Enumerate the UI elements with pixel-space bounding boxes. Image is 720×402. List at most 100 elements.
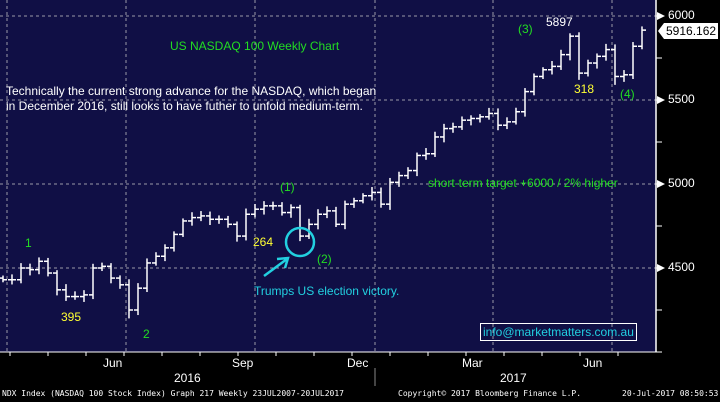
last-price-label: 5916.162 [666,24,717,38]
wave-label-paren-3: (3) [518,22,533,36]
ohlc-bar [215,215,223,224]
ohlc-bar [170,231,178,252]
ohlc-bar [62,284,70,301]
trump-circle [284,226,316,258]
ohlc-bar [539,67,547,79]
value-label-264: 264 [253,235,274,249]
ohlc-bar [593,53,601,69]
x-year-label: 2016 [174,371,201,385]
ohlc-bar [467,115,475,126]
ohlc-bar [350,197,358,208]
ohlc-bar [494,108,502,131]
ohlc-bar [620,70,628,82]
ohlc-bar [404,167,412,179]
x-year-label: 2017 [500,371,527,385]
ohlc-bar [314,209,322,230]
footer-security: NDX Index (NASDAQ 100 Stock Index) Graph… [2,389,344,398]
value-label-5897: 5897 [546,15,573,29]
footer-timestamp: 20-Jul-2017 08:50:53 [622,389,719,398]
value-label-395: 395 [61,310,82,324]
ohlc-bar [584,59,592,77]
ohlc-bar [260,201,268,215]
ohlc-bar [602,43,610,61]
trump-arrow [263,256,290,278]
ohlc-bar [359,193,367,204]
footer-copyright: Copyright© 2017 Bloomberg Finance L.P. [398,389,582,398]
ohlc-bar [134,283,142,316]
x-month-label: Jun [103,356,123,370]
ohlc-bar [35,257,43,275]
ohlc-bar [431,131,439,157]
ohlc-bar [548,61,556,75]
x-month-label: Dec [347,356,369,370]
ohlc-bar [530,73,538,96]
ohlc-bar [251,203,259,218]
commentary-line-1: Technically the current strong advance f… [6,84,377,98]
ohlc-bar [125,279,133,319]
last-price-tag [658,23,718,39]
ohlc-bar [8,274,16,285]
y-tick-label: 4500 [668,260,695,274]
ohlc-bar [53,270,61,296]
y-tick-label: 6000 [668,8,695,22]
ohlc-bar [566,33,574,61]
ohlc-bar [287,204,295,218]
ohlc-bar [440,123,448,143]
value-label-318: 318 [574,82,595,96]
y-tick-arrow [657,264,665,272]
ohlc-bar [89,263,97,300]
wave-label-paren-4: (4) [620,87,635,101]
wave-label-paren-2: (2) [317,252,332,266]
ohlc-bar [341,200,349,230]
trump-annotation: Trumps US election victory. [254,284,400,298]
ohlc-bar [485,107,493,120]
ohlc-bar [44,257,52,277]
ohlc-bar [269,201,277,211]
email-box: info@marketmatters.com.au [480,323,637,341]
chart-subtitle: US NASDAQ 100 Weekly Chart [170,39,340,53]
ohlc-bar [0,275,7,283]
ohlc-bar [575,32,583,80]
y-tick-arrow [657,180,665,188]
ohlc-bar [233,221,241,242]
ohlc-bar [305,218,313,239]
y-tick-label: 5500 [668,92,695,106]
y-tick-arrow [657,12,665,20]
ohlc-bar [368,187,376,201]
ohlc-bar [143,258,151,293]
ohlc-bar [422,148,430,160]
x-month-label: Mar [462,356,483,370]
ohlc-bar [323,206,331,219]
y-tick-label: 5000 [668,176,695,190]
target-annotation: short-term target +6000 / 2% higher [428,176,618,190]
ohlc-bar [197,211,205,222]
ohlc-bar [557,49,565,70]
ohlc-bar [278,202,286,216]
ohlc-bar [386,177,394,210]
ohlc-bar [26,263,34,276]
ohlc-bar [512,107,520,125]
x-month-label: Jun [583,356,603,370]
ohlc-bar [503,117,511,130]
wave-label-2: 2 [143,327,150,341]
wave-label-1: 1 [25,236,32,250]
wave-label-paren-1: (1) [280,180,295,194]
ohlc-bar [179,218,187,237]
ohlc-bar [476,114,484,123]
ohlc-bar [17,263,25,284]
ohlc-bar [188,212,196,226]
ohlc-bar [206,211,214,225]
ohlc-bar [629,42,637,79]
ohlc-bar [242,208,250,241]
ohlc-bar [116,275,124,289]
ohlc-bar [71,291,79,300]
ohlc-bar [395,171,403,187]
commentary-line-2: in December 2016, still looks to have fu… [6,99,363,113]
ohlc-bar [98,262,106,272]
ohlc-bar [377,187,385,208]
ohlc-bar [224,215,232,228]
ohlc-bar [611,44,619,85]
ohlc-bar [449,122,457,133]
